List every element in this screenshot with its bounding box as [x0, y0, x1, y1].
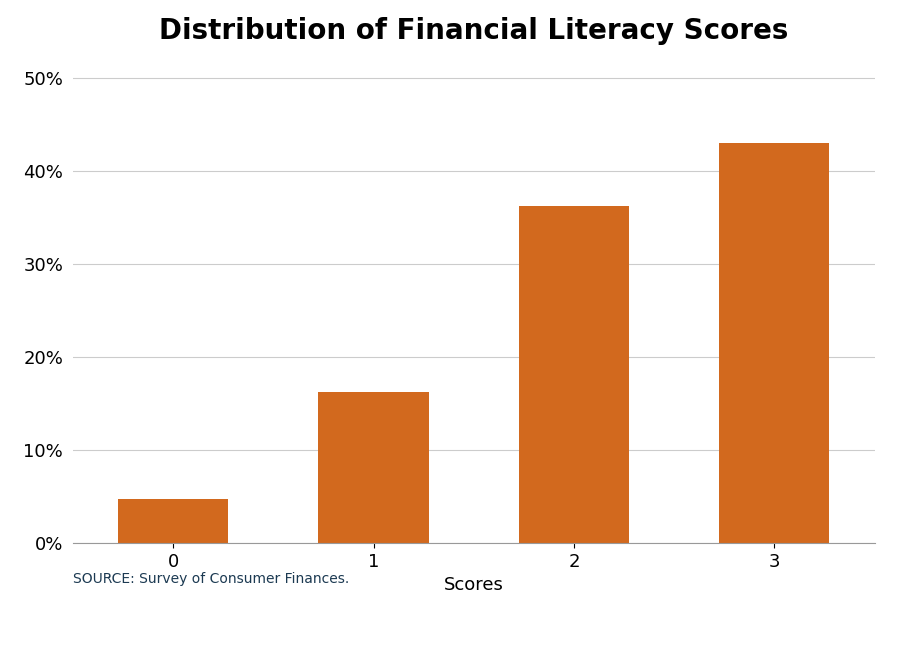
Bar: [519, 207, 629, 543]
Title: Distribution of Financial Literacy Scores: Distribution of Financial Literacy Score…: [159, 17, 788, 45]
Bar: [319, 393, 429, 543]
Text: Federal Reserve Bank of St. Louis: Federal Reserve Bank of St. Louis: [26, 625, 336, 643]
X-axis label: Scores: Scores: [444, 576, 504, 594]
Bar: [118, 499, 228, 543]
Bar: [720, 143, 830, 543]
Text: SOURCE: Survey of Consumer Finances.: SOURCE: Survey of Consumer Finances.: [73, 572, 349, 586]
